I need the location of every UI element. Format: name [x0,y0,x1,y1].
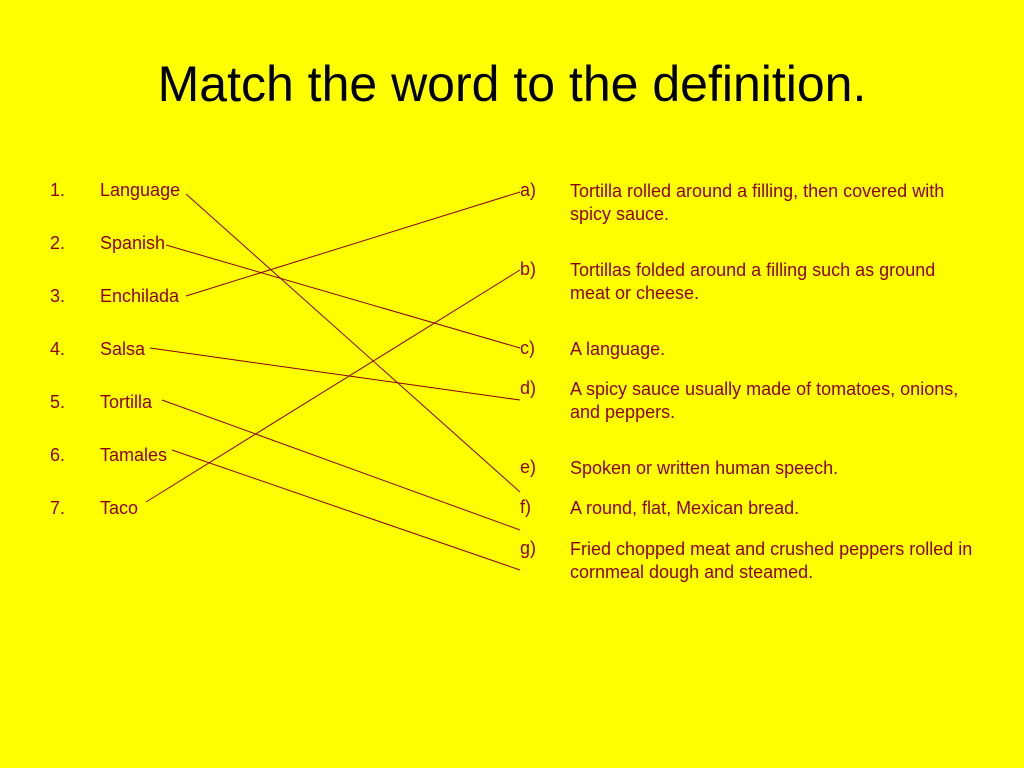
word-number: 1. [50,180,100,201]
definition-letter: c) [520,338,570,361]
definition-text: A language. [570,338,980,361]
match-line [162,400,520,530]
definition-item: b)Tortillas folded around a filling such… [520,259,980,306]
word-label: Tortilla [100,392,152,413]
definition-item: f)A round, flat, Mexican bread. [520,497,980,520]
word-number: 7. [50,498,100,519]
word-number: 2. [50,233,100,254]
definition-letter: e) [520,457,570,480]
word-number: 3. [50,286,100,307]
word-item: 7.Taco [50,498,180,519]
definitions-column: a)Tortilla rolled around a filling, then… [520,180,980,584]
word-label: Language [100,180,180,201]
definition-letter: a) [520,180,570,227]
definition-letter: f) [520,497,570,520]
word-label: Salsa [100,339,145,360]
match-line [150,348,520,400]
definition-item: c)A language. [520,338,980,361]
definition-text: Tortillas folded around a filling such a… [570,259,980,306]
words-column: 1.Language2.Spanish3.Enchilada4.Salsa5.T… [50,180,180,551]
definition-letter: d) [520,378,570,425]
word-label: Spanish [100,233,165,254]
definition-item: g)Fried chopped meat and crushed peppers… [520,538,980,585]
word-label: Taco [100,498,138,519]
definition-text: Spoken or written human speech. [570,457,980,480]
word-number: 5. [50,392,100,413]
word-number: 4. [50,339,100,360]
definition-item: a)Tortilla rolled around a filling, then… [520,180,980,227]
word-label: Enchilada [100,286,179,307]
match-line [186,192,520,296]
definition-text: Tortilla rolled around a filling, then c… [570,180,980,227]
definition-text: A round, flat, Mexican bread. [570,497,980,520]
slide-title: Match the word to the definition. [0,55,1024,113]
word-item: 3.Enchilada [50,286,180,307]
match-line [146,270,520,502]
definition-item: d)A spicy sauce usually made of tomatoes… [520,378,980,425]
definition-text: A spicy sauce usually made of tomatoes, … [570,378,980,425]
word-item: 2.Spanish [50,233,180,254]
definition-item: e)Spoken or written human speech. [520,457,980,480]
definition-text: Fried chopped meat and crushed peppers r… [570,538,980,585]
definition-letter: g) [520,538,570,585]
word-item: 1.Language [50,180,180,201]
match-line [186,194,520,492]
match-line [172,450,520,570]
match-line [166,245,520,348]
word-item: 4.Salsa [50,339,180,360]
definition-letter: b) [520,259,570,306]
word-label: Tamales [100,445,167,466]
word-number: 6. [50,445,100,466]
word-item: 5.Tortilla [50,392,180,413]
word-item: 6.Tamales [50,445,180,466]
